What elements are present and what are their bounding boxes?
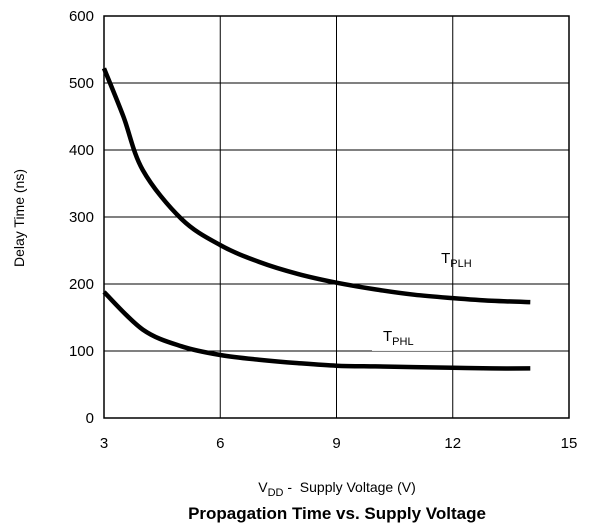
series-label-tplh: TPLH — [441, 250, 472, 270]
plot-frame — [103, 15, 570, 419]
series-tphl-line — [102, 290, 531, 371]
series-label-sub: PHL — [392, 336, 413, 348]
x-axis-title: VDD - Supply Voltage (V) — [258, 479, 416, 499]
series-label-background — [372, 324, 452, 351]
x-axis-title-main: V — [258, 479, 268, 495]
y-tick-label: 200 — [69, 276, 94, 293]
y-tick-label: 100 — [69, 343, 94, 360]
series-label-sub: PLH — [450, 258, 471, 270]
grid-lines — [104, 16, 569, 418]
series-label-main: T — [383, 328, 392, 345]
y-axis-title: Delay Time (ns) — [11, 169, 27, 267]
x-tick-labels: 3 6 9 12 15 — [100, 435, 578, 452]
series-label-tphl: TPHL — [383, 328, 414, 348]
y-tick-label: 600 — [69, 8, 94, 25]
y-tick-label: 0 — [86, 410, 94, 427]
y-tick-labels: 0 100 200 300 400 500 600 — [69, 8, 94, 427]
x-axis-title-sub: DD — [268, 487, 284, 499]
x-tick-label: 9 — [332, 435, 340, 452]
y-tick-label: 400 — [69, 142, 94, 159]
x-axis-title-rest: - Supply Voltage (V) — [283, 479, 415, 495]
series-tplh-line — [101, 67, 531, 305]
x-tick-label: 15 — [561, 435, 578, 452]
series-label-main: T — [441, 250, 450, 267]
x-tick-label: 3 — [100, 435, 108, 452]
y-tick-label: 500 — [69, 75, 94, 92]
series-lines — [101, 67, 531, 371]
x-tick-label: 12 — [444, 435, 461, 452]
x-tick-label: 6 — [216, 435, 224, 452]
chart-title: Propagation Time vs. Supply Voltage — [188, 504, 486, 523]
y-tick-label: 300 — [69, 209, 94, 226]
